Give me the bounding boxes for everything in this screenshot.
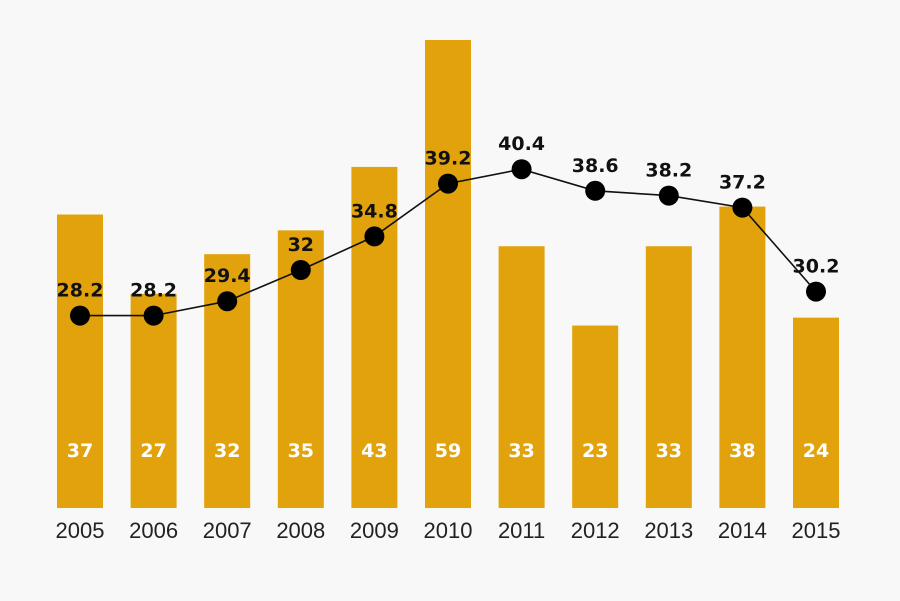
line-value-label-2014: 37.2 xyxy=(719,172,766,194)
bar-series xyxy=(57,40,839,509)
bar-value-label-2011: 33 xyxy=(508,440,534,462)
line-value-label-2012: 38.6 xyxy=(572,155,619,177)
line-value-label-2009: 34.8 xyxy=(351,200,398,222)
x-tick-label-2007: 2007 xyxy=(203,518,252,543)
line-point-2008 xyxy=(290,260,311,280)
bar-value-label-2008: 35 xyxy=(288,440,314,462)
bar-2013 xyxy=(645,246,692,508)
bar-2011 xyxy=(498,246,545,508)
line-points xyxy=(70,159,826,326)
x-tick-label-2009: 2009 xyxy=(350,518,399,543)
x-tick-label-2012: 2012 xyxy=(571,518,620,543)
line-value-label-2008: 32 xyxy=(288,234,314,256)
bar-2010 xyxy=(425,40,471,508)
line-point-2007 xyxy=(217,291,238,312)
x-tick-label-2015: 2015 xyxy=(792,518,841,543)
bar-value-label-2013: 33 xyxy=(656,440,682,462)
bar-2006 xyxy=(130,293,177,508)
line-point-2005 xyxy=(70,305,90,326)
bar-value-label-2012: 23 xyxy=(582,440,608,462)
x-tick-label-2006: 2006 xyxy=(129,518,178,543)
bar-value-label-2006: 27 xyxy=(140,440,166,462)
line-point-2006 xyxy=(143,305,164,326)
x-tick-label-2013: 2013 xyxy=(644,518,693,543)
line-point-2012 xyxy=(585,180,606,201)
line-value-label-2011: 40.4 xyxy=(498,133,545,155)
x-tick-label-2008: 2008 xyxy=(276,518,325,543)
line-value-labels: 28.2 28.2 29.4 32 34.8 39.2 40.4 38.6 38.2 37.2 30… xyxy=(57,133,840,301)
line-point-2014 xyxy=(732,197,753,218)
x-tick-label-2014: 2014 xyxy=(718,518,767,543)
line-value-label-2013: 38.2 xyxy=(645,160,692,182)
line-point-2015 xyxy=(806,281,826,302)
bar-2014 xyxy=(719,206,766,508)
bar-value-label-2015: 24 xyxy=(803,440,829,462)
x-axis-labels: 2005 2006 2007 2008 2009 2010 2011 2012 2013 2014… xyxy=(56,518,841,543)
bar-2012 xyxy=(572,325,619,508)
line-point-2009 xyxy=(364,226,385,247)
x-tick-label-2011: 2011 xyxy=(498,518,545,543)
line-value-label-2005: 28.2 xyxy=(57,280,104,302)
line-value-label-2010: 39.2 xyxy=(425,148,472,170)
x-tick-label-2010: 2010 xyxy=(424,518,473,543)
line-value-label-2015: 30.2 xyxy=(793,256,840,278)
line-value-label-2006: 28.2 xyxy=(130,280,177,302)
bar-value-label-2005: 37 xyxy=(67,440,93,462)
bar-value-label-2014: 38 xyxy=(729,440,755,462)
bar-2015 xyxy=(793,317,839,508)
line-point-2010 xyxy=(438,173,458,194)
bar-value-label-2007: 32 xyxy=(214,440,240,462)
bar-2009 xyxy=(351,166,398,508)
bar-value-labels: 37 27 32 35 43 59 33 23 33 38 24 xyxy=(67,440,829,462)
bar-value-label-2009: 43 xyxy=(361,440,387,462)
line-point-2013 xyxy=(658,185,679,206)
x-tick-label-2005: 2005 xyxy=(56,518,105,543)
line-value-label-2007: 29.4 xyxy=(204,265,251,287)
bar-2005 xyxy=(57,214,103,508)
bar-value-label-2010: 59 xyxy=(435,440,461,462)
line-point-2011 xyxy=(511,159,532,180)
